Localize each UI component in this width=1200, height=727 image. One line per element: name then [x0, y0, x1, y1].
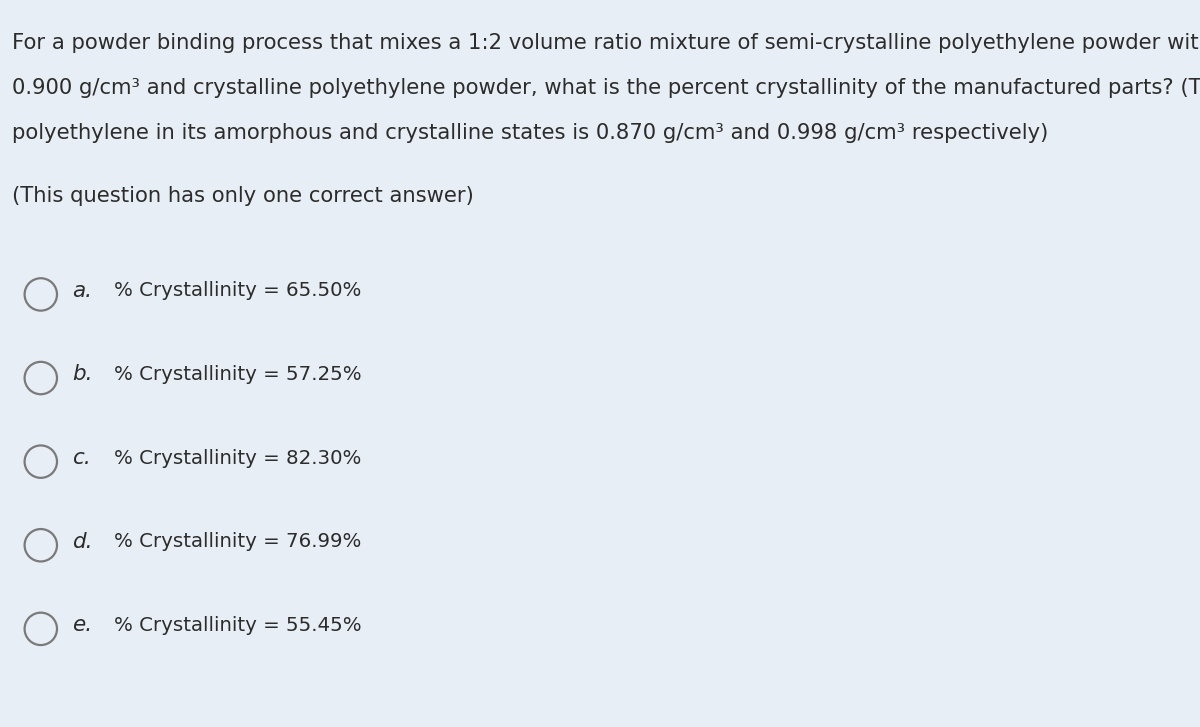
Text: a.: a.	[72, 281, 92, 301]
Text: % Crystallinity = 65.50%: % Crystallinity = 65.50%	[114, 281, 361, 300]
Text: % Crystallinity = 76.99%: % Crystallinity = 76.99%	[114, 532, 361, 551]
Text: b.: b.	[72, 364, 92, 385]
Text: % Crystallinity = 57.25%: % Crystallinity = 57.25%	[114, 365, 361, 384]
Text: (This question has only one correct answer): (This question has only one correct answ…	[12, 186, 474, 206]
Text: c.: c.	[72, 448, 91, 468]
Text: polyethylene in its amorphous and crystalline states is 0.870 g/cm³ and 0.998 g/: polyethylene in its amorphous and crysta…	[12, 123, 1049, 143]
Text: 0.900 g/cm³ and crystalline polyethylene powder, what is the percent crystallini: 0.900 g/cm³ and crystalline polyethylene…	[12, 78, 1200, 98]
Text: % Crystallinity = 82.30%: % Crystallinity = 82.30%	[114, 449, 361, 467]
Text: % Crystallinity = 55.45%: % Crystallinity = 55.45%	[114, 616, 361, 635]
Text: For a powder binding process that mixes a 1:2 volume ratio mixture of semi-cryst: For a powder binding process that mixes …	[12, 33, 1200, 53]
Text: d.: d.	[72, 531, 92, 552]
Text: e.: e.	[72, 615, 92, 635]
